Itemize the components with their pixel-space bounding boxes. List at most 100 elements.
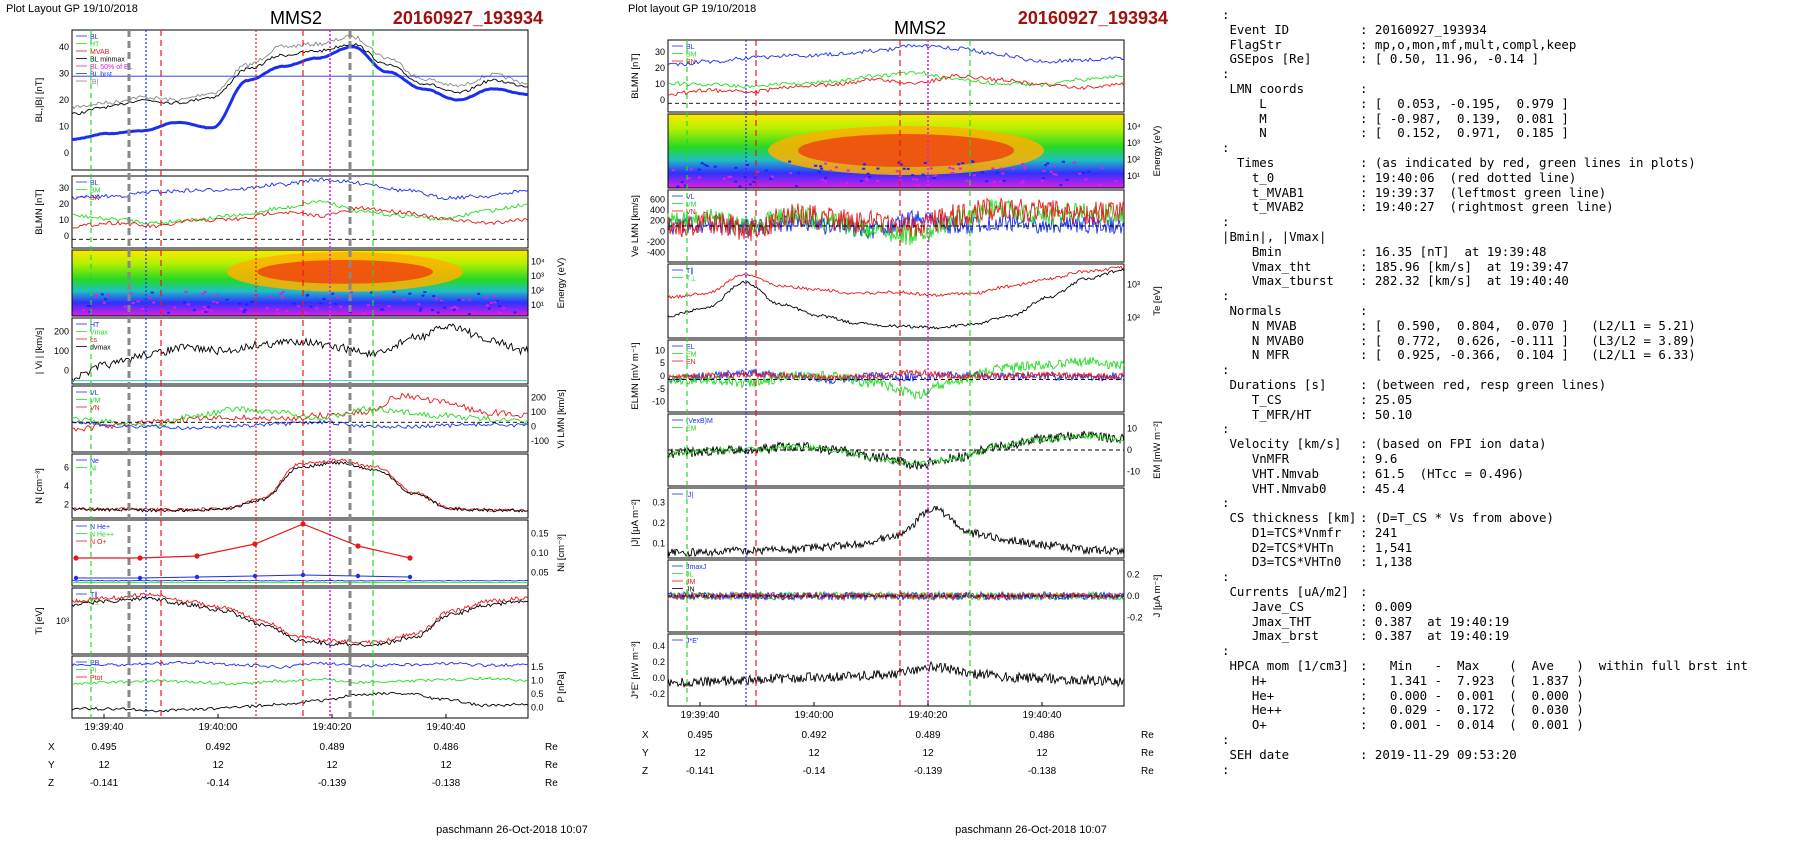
spectrogram-pixel	[689, 168, 693, 171]
info-key: D3=TCS*VHTn0	[1222, 554, 1342, 570]
info-colon: :	[1360, 687, 1375, 703]
info-key: GSEpos [Re]	[1222, 51, 1312, 67]
coord-unit: Re	[545, 760, 558, 771]
spectrogram-pixel	[865, 177, 869, 180]
spectrogram-pixel	[862, 167, 866, 170]
coord-value: -0.14	[207, 778, 230, 789]
y-tick-label: 200	[531, 392, 546, 402]
coord-value: -0.139	[914, 766, 943, 777]
info-row: Currents [uA/m2]:	[1222, 584, 1802, 600]
series-line	[71, 691, 529, 713]
info-value: 185.96 [km/s] at 19:39:47	[1374, 258, 1569, 274]
spectrogram-pixel	[1114, 180, 1118, 183]
info-row: O+: 0.001 - 0.014 ( 0.001 )	[1222, 717, 1802, 733]
spectrogram-pixel	[86, 304, 90, 307]
y-axis-label: BLMN [nT]	[630, 53, 641, 98]
x-tick-label: 19:40:00	[795, 710, 834, 721]
spectrogram-pixel	[434, 297, 438, 300]
spectrogram-pixel	[876, 167, 880, 170]
info-colon: :	[1360, 598, 1375, 614]
info-colon: :	[1360, 273, 1375, 289]
spectrogram-pixel	[470, 311, 474, 314]
series-line	[71, 458, 529, 513]
spectrogram-pixel	[845, 182, 849, 185]
spectrogram-pixel	[911, 174, 915, 177]
info-key: N	[1222, 125, 1267, 141]
info-colon: :	[1222, 421, 1230, 437]
info-colon: :	[1222, 495, 1230, 511]
legend-entry: BL	[686, 44, 695, 51]
spectrogram-pixel	[676, 185, 680, 188]
info-row: :	[1222, 495, 1802, 511]
spectrogram-pixel	[797, 171, 801, 174]
info-key: FlagStr	[1222, 36, 1282, 52]
spectrogram-pixel	[238, 302, 242, 305]
series-line	[667, 368, 1125, 382]
coord-value: 0.489	[319, 742, 344, 753]
info-colon: :	[1360, 406, 1375, 422]
info-value: 25.05	[1374, 391, 1413, 407]
y-tick-label: 10³	[1127, 138, 1140, 148]
spectrogram-pixel	[215, 301, 219, 304]
y-axis-label: Ve LMN [km/s]	[630, 195, 641, 257]
spectrogram-pixel	[1001, 172, 1005, 175]
info-key: Jave_CS	[1222, 598, 1305, 614]
spectrogram-pixel	[392, 291, 396, 294]
spectrogram-pixel	[387, 305, 391, 308]
coord-value: -0.139	[318, 778, 347, 789]
x-tick-label: 19:40:20	[313, 722, 352, 733]
spectrogram-pixel	[1053, 165, 1057, 168]
spectrogram-pixel	[498, 311, 502, 314]
info-key: M	[1222, 110, 1267, 126]
coord-row-label: Z	[642, 766, 648, 777]
info-key: Vmax_tburst	[1222, 273, 1334, 289]
info-row: :	[1222, 762, 1802, 778]
spectrogram-pixel	[998, 180, 1002, 183]
legend-entry: T∥	[686, 267, 694, 275]
spectrogram-pixel	[748, 183, 752, 186]
y-tick-label: 200	[54, 327, 69, 337]
info-key: D2=TCS*VHTn	[1222, 539, 1334, 555]
y-tick-label: -400	[647, 248, 665, 258]
spectrogram-pixel	[897, 161, 901, 164]
series-line	[667, 590, 1125, 602]
spectrogram-pixel	[1041, 177, 1045, 180]
spectrogram-pixel	[149, 296, 153, 299]
y-axis-label: Vi LMN [km/s]	[556, 390, 567, 449]
info-colon: :	[1360, 613, 1375, 629]
spectrogram-pixel	[965, 179, 969, 182]
spectrogram-pixel	[281, 291, 285, 294]
legend-entry: PB	[90, 660, 100, 667]
info-colon: :	[1360, 717, 1375, 733]
left-header: Plot Layout GP 19/10/2018	[6, 3, 138, 15]
spectrogram-pixel	[513, 311, 517, 314]
spectrogram-pixel	[331, 292, 335, 295]
y-tick-label: 30	[59, 183, 69, 193]
info-colon: :	[1360, 258, 1375, 274]
panel-je: -0.2 0.0 0.2 0.4 J*E' [nW m⁻³] J*E'	[630, 633, 1125, 707]
spectrogram-pixel	[1061, 160, 1065, 163]
spectrogram-pixel	[467, 313, 471, 316]
info-key: Jmax_brst	[1222, 628, 1319, 644]
info-row: VHT.Nmvab0: 45.4	[1222, 481, 1802, 497]
info-row: D3=TCS*VHTn0: 1,138	[1222, 555, 1802, 570]
panel-frame	[71, 655, 529, 719]
y-tick-label: 10¹	[1127, 171, 1140, 181]
spectrogram-pixel	[1054, 173, 1058, 176]
info-key: D1=TCS*Vnmfr	[1222, 524, 1342, 540]
y-axis-label: P [nPa]	[556, 672, 567, 703]
info-colon: :	[1360, 332, 1375, 348]
info-value: 19:39:37 (leftmost green line)	[1374, 184, 1607, 200]
spectrogram-pixel	[980, 171, 984, 174]
spectrogram-pixel	[215, 294, 219, 297]
legend-entry: N He+	[90, 524, 110, 531]
legend-entry: MVAB	[90, 49, 110, 56]
info-row: Event ID: 20160927_193934	[1222, 22, 1802, 38]
y-tick-label: 600	[650, 194, 665, 204]
series-line-he-plus-plus	[76, 523, 411, 559]
info-value: [ -0.987, 0.139, 0.081 ]	[1374, 110, 1569, 126]
data-point	[252, 541, 258, 547]
spectrogram-pixel	[205, 308, 209, 311]
